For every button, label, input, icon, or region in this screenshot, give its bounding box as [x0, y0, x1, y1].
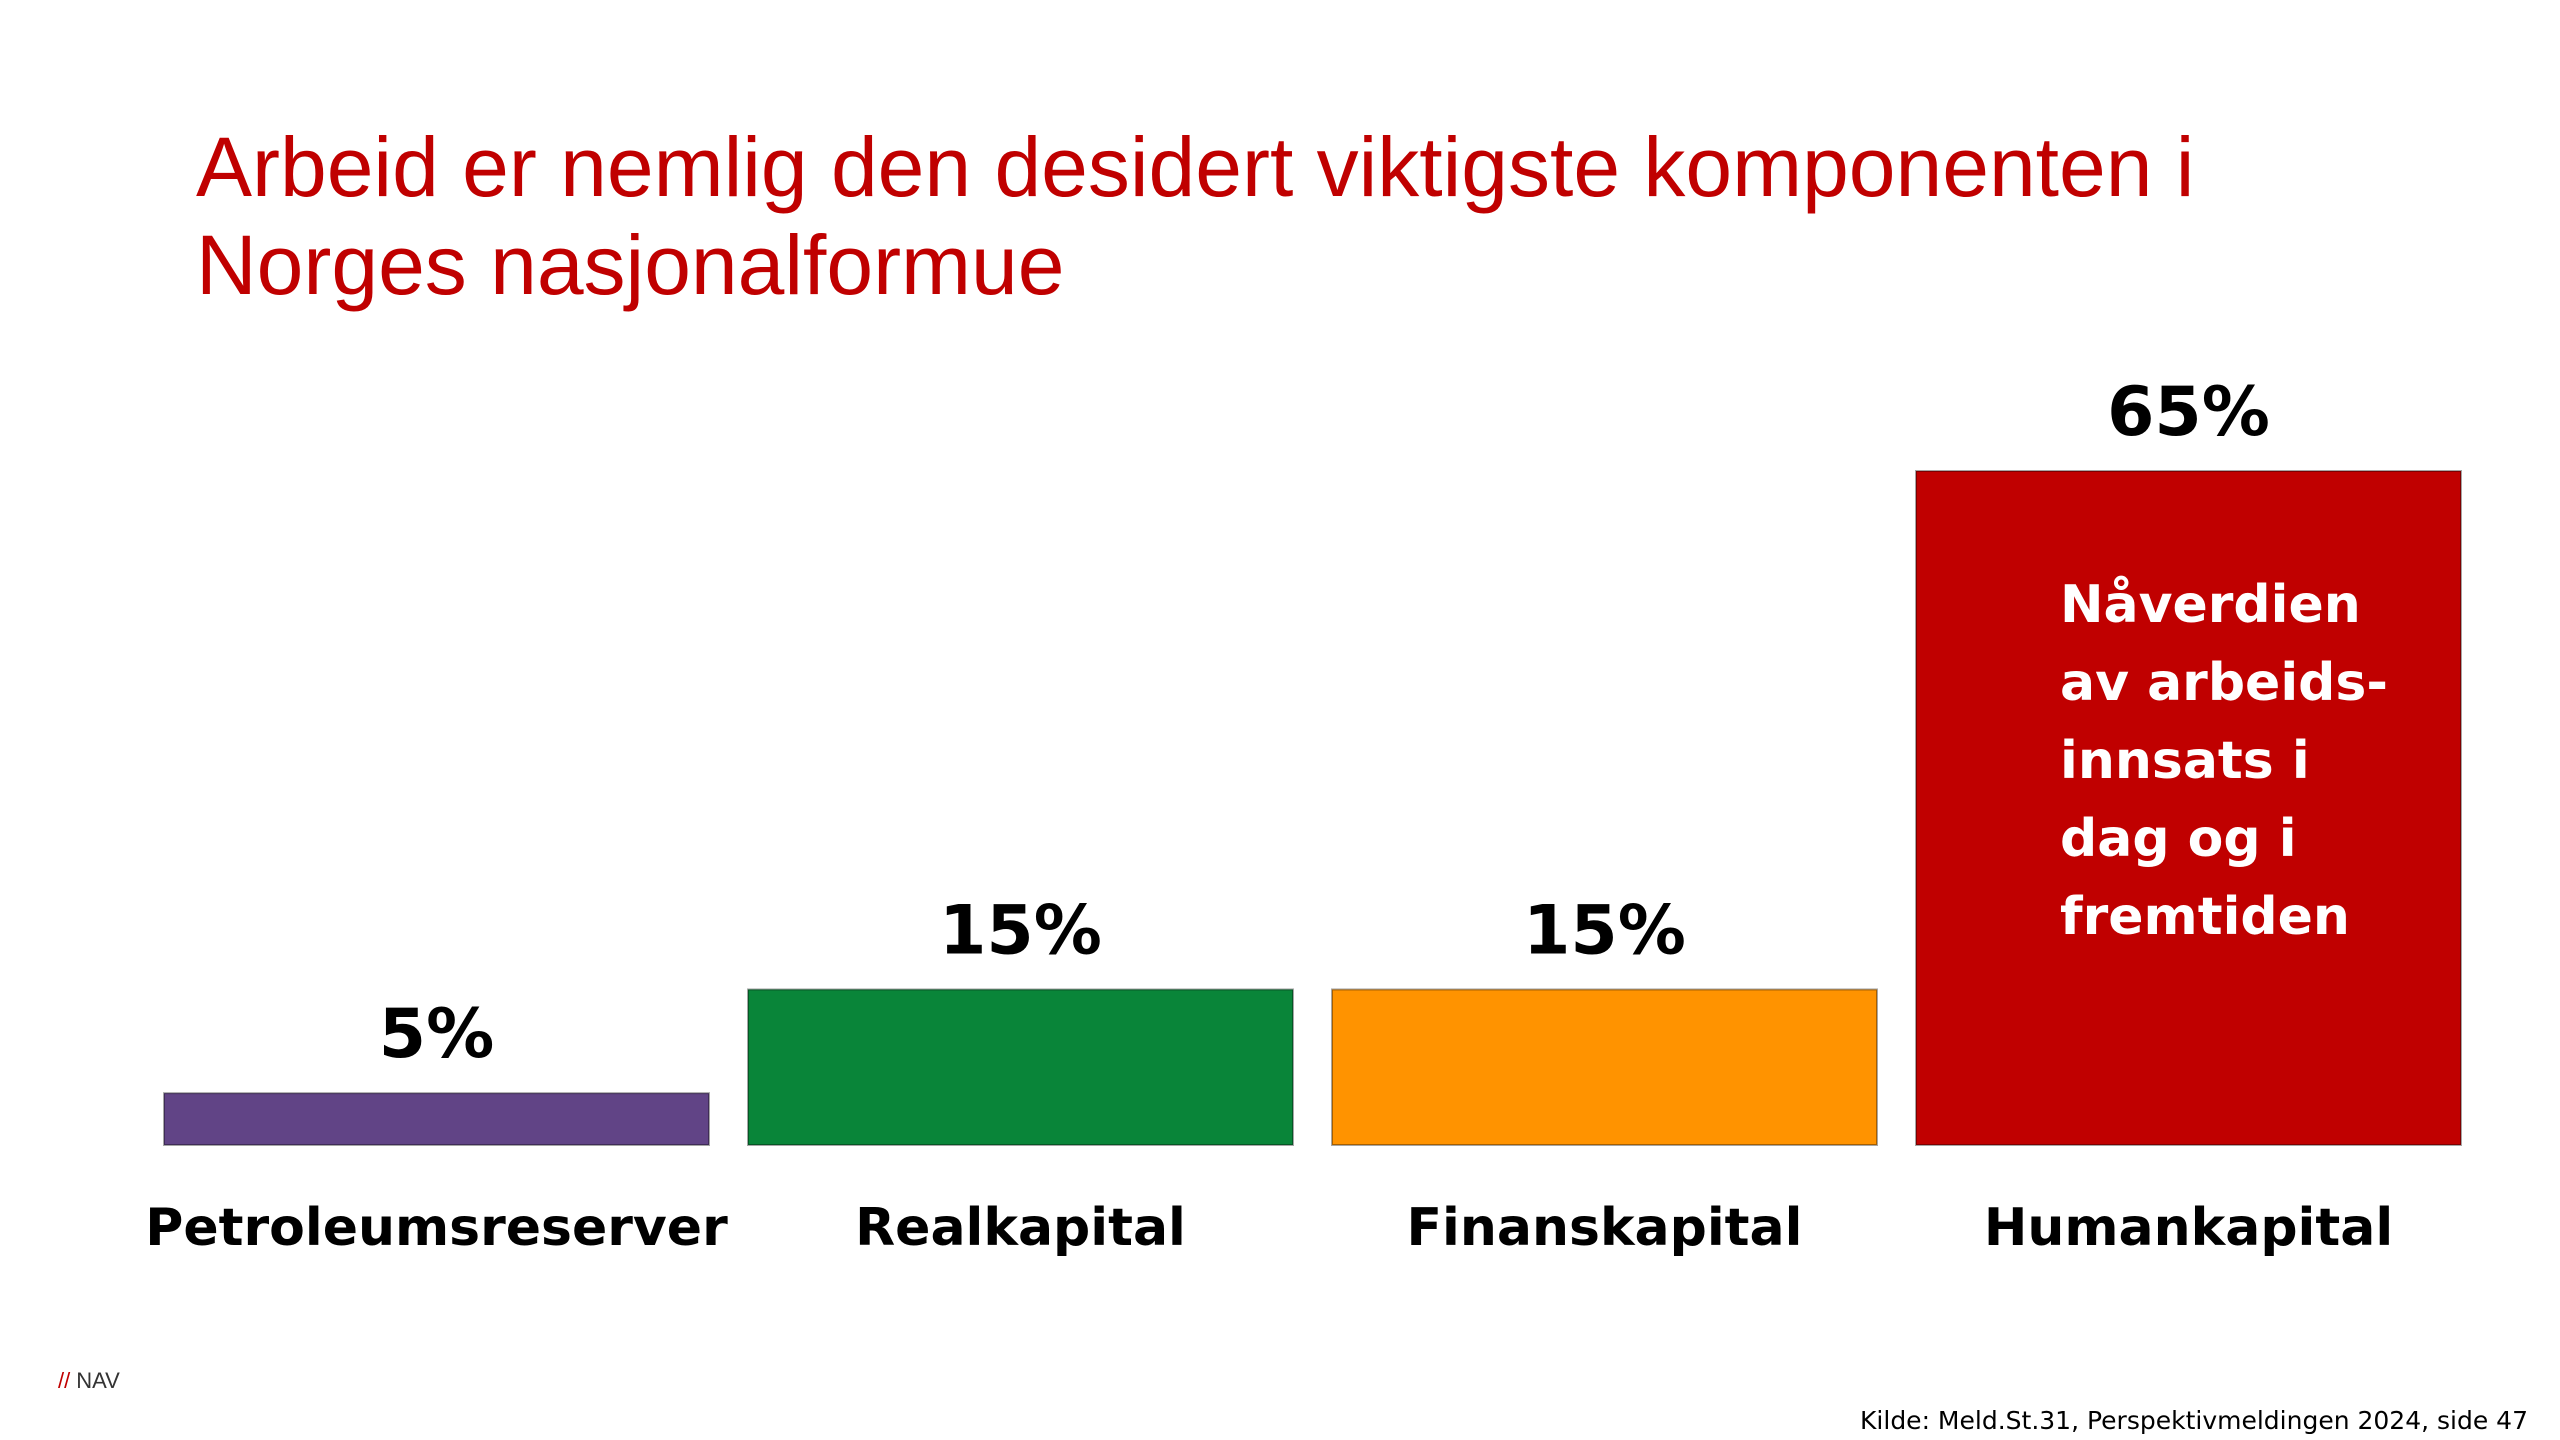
- nav-logo: //NAV: [58, 1368, 120, 1394]
- logo-slashes: //: [58, 1368, 71, 1393]
- data-label-petroleumsreserver: 5%: [379, 995, 494, 1074]
- title-line-2: Norges nasjonalformue: [196, 218, 1065, 312]
- data-label-humankapital: 65%: [2107, 373, 2270, 452]
- slide-title: Arbeid er nemlig den desidert viktigste …: [196, 118, 2396, 314]
- source-note: Kilde: Meld.St.31, Perspektivmeldingen 2…: [1860, 1406, 2528, 1435]
- category-label-realkapital: Realkapital: [855, 1198, 1186, 1258]
- category-label-finanskapital: Finanskapital: [1407, 1198, 1803, 1258]
- annotation-line-4: dag og i: [2060, 809, 2297, 869]
- annotation-line-5: fremtiden: [2060, 887, 2350, 947]
- title-line-1: Arbeid er nemlig den desidert viktigste …: [196, 120, 2195, 214]
- category-label-petroleumsreserver: Petroleumsreserver: [145, 1198, 728, 1258]
- bar-petroleumsreserver: [163, 1092, 710, 1146]
- data-label-realkapital: 15%: [939, 891, 1102, 970]
- annotation-line-2: av arbeids-: [2060, 653, 2388, 713]
- category-label-humankapital: Humankapital: [1984, 1198, 2393, 1258]
- bar-humankapital: [1915, 470, 2462, 1146]
- data-label-finanskapital: 15%: [1523, 891, 1686, 970]
- humankapital-annotation: Nåverdien av arbeids- innsats i dag og i…: [2060, 566, 2420, 956]
- bar-realkapital: [747, 988, 1294, 1147]
- annotation-line-3: innsats i: [2060, 731, 2310, 791]
- bar-finanskapital: [1331, 988, 1878, 1147]
- annotation-line-1: Nåverdien: [2060, 575, 2361, 635]
- logo-text: NAV: [76, 1368, 120, 1393]
